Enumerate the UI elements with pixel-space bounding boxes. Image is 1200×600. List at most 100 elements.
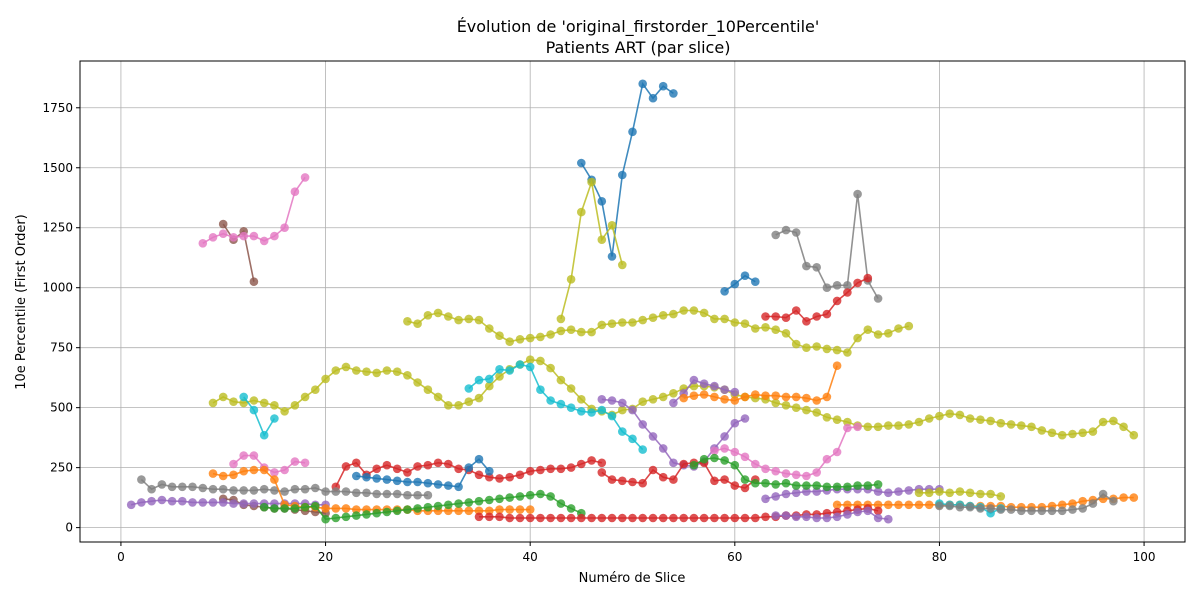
data-point	[996, 492, 1006, 501]
data-point	[444, 481, 453, 490]
data-point	[485, 495, 494, 505]
data-point	[1047, 428, 1057, 438]
data-point	[894, 500, 903, 510]
data-point	[474, 496, 484, 506]
data-point	[208, 398, 218, 408]
data-point	[464, 506, 474, 516]
data-point	[137, 475, 146, 484]
data-point	[546, 363, 555, 373]
data-point	[229, 459, 238, 469]
data-point	[485, 374, 494, 384]
data-point	[669, 513, 678, 523]
data-point	[505, 513, 514, 523]
data-point	[311, 501, 320, 511]
data-point	[597, 197, 607, 206]
data-point	[832, 345, 842, 355]
data-point	[198, 498, 208, 507]
series-25	[259, 489, 586, 524]
data-point	[280, 223, 289, 232]
data-point	[832, 447, 842, 457]
data-point	[853, 333, 862, 343]
data-point	[433, 308, 443, 318]
data-point	[208, 498, 218, 507]
plot-frame	[79, 60, 1186, 543]
data-point	[781, 392, 791, 402]
grid-lines	[80, 61, 1185, 542]
data-point	[699, 308, 709, 318]
data-point	[710, 381, 719, 391]
data-point	[392, 489, 402, 499]
series-line	[683, 365, 838, 402]
data-point	[587, 456, 596, 465]
data-point	[341, 512, 351, 522]
data-point	[884, 500, 893, 510]
data-point	[577, 395, 586, 404]
data-point	[321, 514, 330, 524]
data-point	[771, 391, 780, 401]
data-point	[873, 480, 883, 489]
data-point	[781, 225, 791, 235]
data-point	[433, 392, 443, 402]
data-point	[730, 418, 740, 428]
data-point	[566, 403, 576, 413]
data-point	[352, 458, 361, 468]
data-point	[965, 502, 975, 512]
data-point	[710, 476, 719, 486]
data-point	[812, 468, 821, 477]
data-point	[689, 375, 699, 385]
data-point	[802, 317, 811, 326]
data-point	[710, 392, 719, 402]
data-point	[761, 323, 770, 332]
data-point	[597, 320, 607, 330]
data-point	[249, 231, 259, 241]
data-point	[730, 387, 740, 397]
data-point	[904, 486, 914, 495]
data-point	[1109, 416, 1118, 426]
data-point	[536, 489, 545, 499]
data-point	[536, 356, 545, 366]
data-point	[689, 460, 699, 470]
data-point	[300, 484, 310, 494]
data-point	[485, 324, 494, 333]
data-point	[740, 452, 750, 462]
data-point	[362, 488, 371, 498]
y-tick-label: 1250	[42, 221, 73, 235]
data-point	[740, 319, 750, 329]
data-point	[444, 401, 453, 410]
data-point	[853, 507, 862, 517]
data-point	[965, 414, 975, 423]
data-point	[229, 233, 238, 242]
data-point	[392, 476, 402, 486]
data-point	[945, 409, 954, 419]
data-point	[740, 392, 750, 402]
data-point	[791, 470, 801, 480]
chart-subtitle: Patients ART (par slice)	[546, 38, 731, 57]
data-point	[362, 510, 371, 519]
data-point	[771, 312, 780, 321]
data-point	[751, 478, 760, 488]
data-point	[270, 468, 279, 477]
data-point	[679, 513, 688, 523]
data-point	[730, 396, 740, 405]
data-point	[525, 505, 535, 514]
data-point	[791, 306, 801, 315]
y-tick-label: 250	[50, 461, 73, 475]
data-point	[618, 476, 627, 486]
data-point	[638, 513, 647, 523]
data-point	[392, 506, 402, 516]
data-point	[648, 395, 658, 404]
data-point	[720, 513, 729, 523]
data-point	[699, 390, 709, 399]
series-2	[720, 271, 760, 296]
data-point	[587, 408, 596, 417]
data-point	[423, 311, 433, 320]
data-point	[822, 283, 832, 293]
data-point	[259, 236, 269, 246]
data-point	[1129, 430, 1139, 440]
data-point	[761, 494, 770, 504]
data-point	[566, 463, 576, 472]
data-point	[392, 464, 402, 474]
data-point	[1006, 505, 1016, 514]
data-point	[904, 321, 914, 331]
data-point	[791, 228, 801, 237]
